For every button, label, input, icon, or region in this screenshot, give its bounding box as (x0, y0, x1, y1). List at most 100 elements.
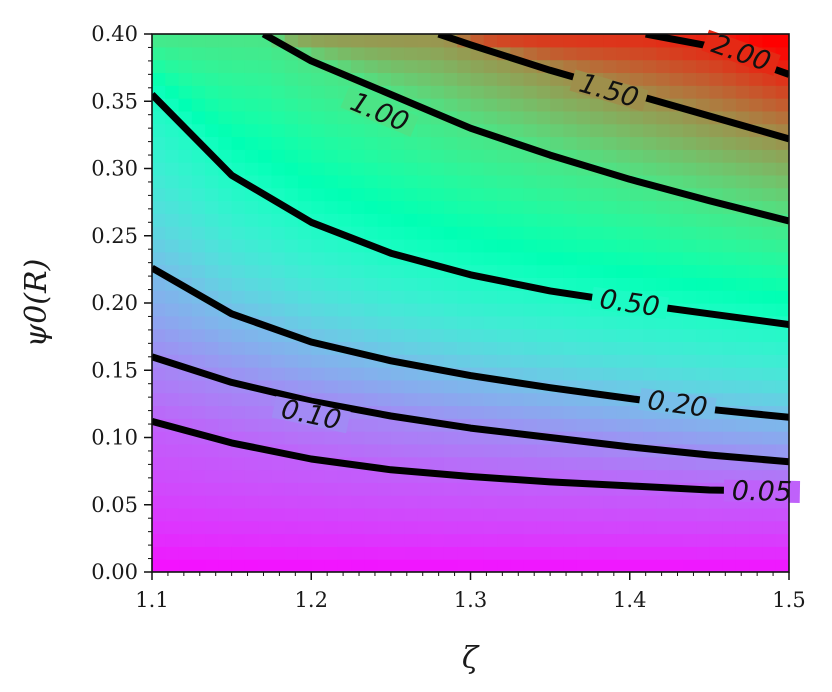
heat-cell (457, 226, 472, 240)
heat-cell (762, 443, 777, 458)
heat-cell (165, 495, 180, 509)
heat-cell (497, 290, 511, 304)
heat-cell (749, 290, 764, 304)
heat-cell (390, 520, 405, 535)
heat-cell (297, 200, 312, 214)
heat-cell (669, 85, 684, 99)
heat-cell (603, 469, 618, 483)
heat-cell (696, 520, 710, 535)
heat-cell (643, 110, 657, 125)
heat-cell (483, 456, 498, 471)
heat-cell (497, 34, 511, 48)
heat-cell (550, 456, 564, 471)
heat-cell (722, 431, 737, 445)
heat-cell (404, 482, 419, 496)
heat-cell (271, 149, 286, 163)
heat-cell (377, 200, 392, 214)
heat-cell (735, 149, 750, 163)
heat-cell (390, 443, 405, 458)
heat-cell (324, 328, 339, 343)
heat-cell (297, 495, 312, 509)
heat-cell (364, 123, 379, 138)
heat-cell (284, 72, 299, 86)
heat-cell (470, 110, 485, 125)
heat-cell (417, 303, 432, 317)
heat-cell (523, 559, 538, 572)
heat-cell (417, 482, 432, 496)
heat-cell (603, 123, 618, 138)
heat-cell (457, 72, 472, 86)
heat-cell (510, 392, 525, 407)
heat-cell (377, 495, 392, 509)
heat-cell (244, 85, 259, 99)
heat-cell (682, 264, 697, 278)
heat-cell (443, 495, 458, 509)
heat-cell (762, 367, 777, 381)
heat-cell (563, 507, 578, 522)
heat-cell (311, 290, 326, 304)
heat-cell (722, 328, 737, 343)
heat-cell (191, 328, 206, 343)
heat-cell (470, 72, 485, 86)
heat-cell (749, 162, 764, 176)
x-tick-label: 1.4 (613, 588, 646, 612)
heat-cell (616, 200, 631, 214)
heat-cell (576, 507, 591, 522)
heat-cell (616, 187, 631, 202)
heat-cell (351, 136, 365, 150)
heat-cell (629, 379, 644, 394)
contour-line (152, 353, 789, 466)
heat-cell (656, 379, 671, 394)
heat-cell (629, 520, 644, 535)
heat-cell (497, 162, 511, 176)
heat-cell (297, 136, 312, 150)
heat-cell (311, 149, 326, 163)
heat-cell (510, 200, 525, 214)
heat-cell (152, 226, 166, 240)
heat-cell (643, 238, 657, 253)
heat-cell (364, 546, 379, 560)
heat-cell (152, 443, 166, 458)
heat-cell (696, 123, 710, 138)
heat-cell (563, 238, 578, 253)
heat-cell (656, 315, 671, 330)
heat-cell (311, 162, 326, 176)
heat-cell (231, 264, 246, 278)
heat-cell (364, 367, 379, 381)
heat-cell (550, 315, 564, 330)
heat-cell (629, 238, 644, 253)
heat-cell (563, 187, 578, 202)
heat-cell (536, 72, 551, 86)
heat-cell (417, 110, 432, 125)
heat-cell (709, 507, 724, 522)
heat-cell (722, 187, 737, 202)
heat-cell (510, 72, 525, 86)
heat-cell (271, 277, 286, 291)
heat-cell (536, 110, 551, 125)
heat-cell (377, 379, 392, 394)
heat-cell (682, 507, 697, 522)
heat-cell (218, 469, 233, 483)
heat-cell (377, 328, 392, 343)
heat-cell (735, 354, 750, 368)
heat-cell (443, 341, 458, 355)
heat-cell (351, 559, 365, 572)
heat-cell (709, 559, 724, 572)
heat-cell (152, 149, 166, 163)
heat-cell (629, 328, 644, 343)
heat-cell (550, 418, 564, 432)
heat-cell (351, 328, 365, 343)
heat-cell (709, 277, 724, 291)
heat-cell (470, 315, 485, 330)
heat-cell (311, 443, 326, 458)
heat-cell (417, 200, 432, 214)
heat-cell (417, 443, 432, 458)
heat-cell (178, 290, 193, 304)
heat-cell (417, 277, 432, 291)
heat-cell (536, 405, 551, 419)
heat-cell (297, 226, 312, 240)
heat-cell (430, 59, 445, 74)
heat-cell (510, 162, 525, 176)
heat-cell (523, 533, 538, 547)
x-axis-label: ζ (462, 641, 480, 676)
